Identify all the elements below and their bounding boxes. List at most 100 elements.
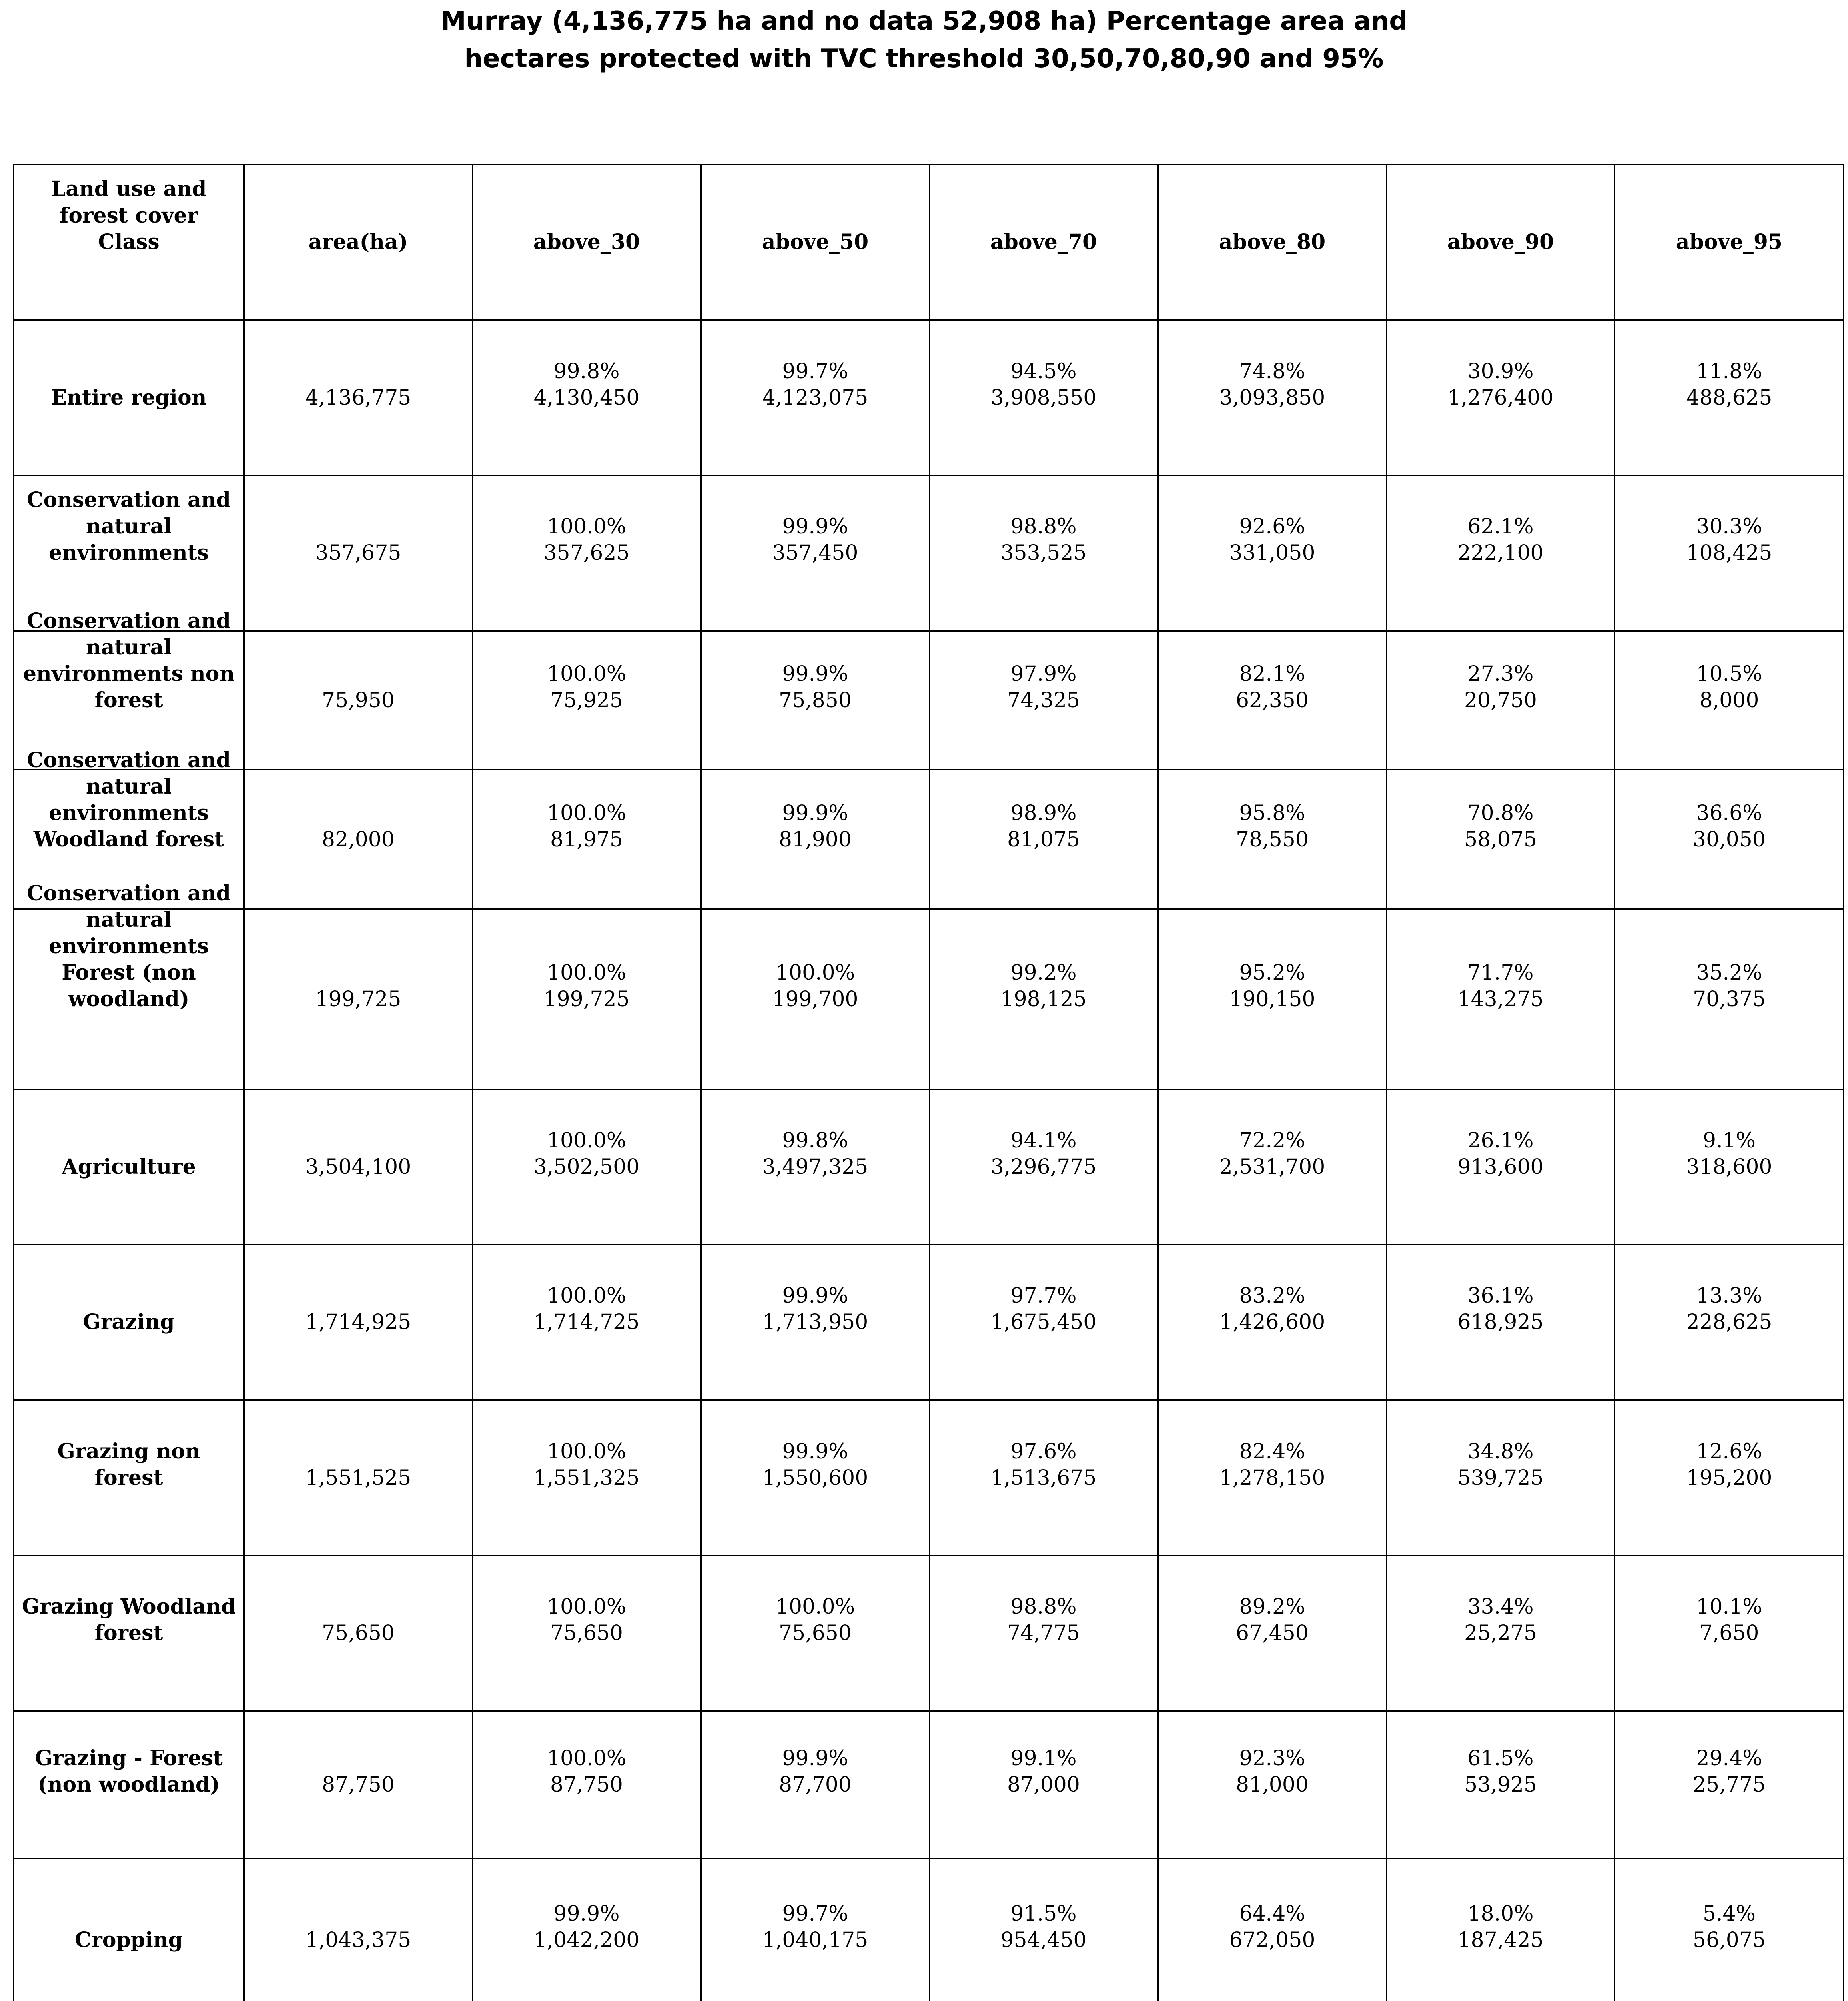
value-cell-above_90: 26.1% 913,600 <box>1386 1089 1615 1245</box>
header-cell-4: above_70 <box>929 164 1159 321</box>
value-cell-above_30: 100.0% 87,750 <box>472 1710 702 1859</box>
class-cell-text: Conservation and natural environments <box>27 488 231 565</box>
value-cell-above_80-text: 82.1% 62,350 <box>1236 662 1309 712</box>
value-cell-above_90-text: 27.3% 20,750 <box>1464 662 1537 712</box>
value-cell-above_50: 100.0% 75,650 <box>700 1555 930 1712</box>
value-cell-above_70-text: 97.6% 1,513,675 <box>990 1439 1097 1490</box>
table-row: Conservation and natural environments Wo… <box>13 748 1844 910</box>
class-cell-text: Conservation and natural environments no… <box>23 609 235 712</box>
area-cell-text: 1,043,375 <box>305 1928 411 1952</box>
value-cell-above_70: 97.9% 74,325 <box>929 630 1159 770</box>
value-cell-above_95-text: 13.3% 228,625 <box>1686 1284 1772 1334</box>
value-cell-above_95-text: 10.1% 7,650 <box>1696 1595 1762 1645</box>
area-cell: 4,136,775 <box>243 319 473 476</box>
header-cell-7: above_95 <box>1614 164 1844 321</box>
value-cell-above_90-text: 71.7% 143,275 <box>1457 960 1544 1011</box>
header-cell-7-text: above_95 <box>1676 230 1783 254</box>
value-cell-above_30: 100.0% 81,975 <box>472 769 702 910</box>
value-cell-above_50-text: 99.9% 1,713,950 <box>762 1284 868 1334</box>
value-cell-above_30-text: 100.0% 1,714,725 <box>533 1284 640 1334</box>
header-cell-3: above_50 <box>700 164 930 321</box>
value-cell-above_50: 99.7% 4,123,075 <box>700 319 930 476</box>
area-cell: 1,043,375 <box>243 1858 473 2001</box>
class-cell-text: Grazing - Forest (non woodland) <box>35 1746 223 1797</box>
value-cell-above_90-text: 61.5% 53,925 <box>1464 1746 1537 1797</box>
value-cell-above_50-text: 99.7% 4,123,075 <box>762 359 868 410</box>
class-cell: Agriculture <box>13 1089 245 1245</box>
value-cell-above_50: 99.9% 1,713,950 <box>700 1244 930 1401</box>
area-cell: 357,675 <box>243 475 473 632</box>
area-cell: 75,650 <box>243 1555 473 1712</box>
value-cell-above_50-text: 99.9% 75,850 <box>779 662 852 712</box>
value-cell-above_95: 13.3% 228,625 <box>1614 1244 1844 1401</box>
value-cell-above_50: 99.9% 1,550,600 <box>700 1399 930 1556</box>
value-cell-above_90-text: 26.1% 913,600 <box>1457 1128 1544 1179</box>
value-cell-above_95-text: 29.4% 25,775 <box>1693 1746 1766 1797</box>
value-cell-above_95: 36.6% 30,050 <box>1614 769 1844 910</box>
value-cell-above_70: 98.8% 74,775 <box>929 1555 1159 1712</box>
value-cell-above_95-text: 12.6% 195,200 <box>1686 1439 1772 1490</box>
value-cell-above_30: 100.0% 3,502,500 <box>472 1089 702 1245</box>
value-cell-above_95: 10.1% 7,650 <box>1614 1555 1844 1712</box>
value-cell-above_30-text: 100.0% 1,551,325 <box>533 1439 640 1490</box>
table-row: Grazing - Forest (non woodland) 87,750 100… <box>13 1710 1844 1859</box>
value-cell-above_70: 98.9% 81,075 <box>929 769 1159 910</box>
value-cell-above_50: 99.9% 357,450 <box>700 475 930 632</box>
value-cell-above_30: 99.8% 4,130,450 <box>472 319 702 476</box>
value-cell-above_70: 99.2% 198,125 <box>929 908 1159 1090</box>
area-cell: 87,750 <box>243 1710 473 1859</box>
table-row: Conservation and natural environments Fo… <box>13 881 1844 1090</box>
class-cell: Conservation and natural environments Fo… <box>13 881 245 1090</box>
value-cell-above_70-text: 94.1% 3,296,775 <box>990 1128 1097 1179</box>
value-cell-above_90-text: 62.1% 222,100 <box>1457 515 1544 565</box>
value-cell-above_80-text: 92.6% 331,050 <box>1229 515 1315 565</box>
class-cell-text: Cropping <box>74 1928 183 1952</box>
value-cell-above_80: 72.2% 2,531,700 <box>1157 1089 1387 1245</box>
value-cell-above_70: 94.1% 3,296,775 <box>929 1089 1159 1245</box>
value-cell-above_80-text: 95.2% 190,150 <box>1229 960 1315 1011</box>
value-cell-above_50: 99.7% 1,040,175 <box>700 1858 930 2001</box>
area-cell-text: 199,725 <box>315 987 401 1011</box>
value-cell-above_30: 100.0% 75,650 <box>472 1555 702 1712</box>
value-cell-above_80-text: 72.2% 2,531,700 <box>1219 1128 1325 1179</box>
value-cell-above_70-text: 99.2% 198,125 <box>1000 960 1087 1011</box>
value-cell-above_50-text: 99.9% 81,900 <box>779 801 852 852</box>
class-cell: Entire region <box>13 319 245 476</box>
value-cell-above_30-text: 100.0% 81,975 <box>547 801 627 852</box>
value-cell-above_80: 92.3% 81,000 <box>1157 1710 1387 1859</box>
value-cell-above_30-text: 100.0% 75,650 <box>547 1595 627 1645</box>
value-cell-above_50-text: 100.0% 199,700 <box>772 960 858 1011</box>
value-cell-above_30: 100.0% 357,625 <box>472 475 702 632</box>
header-cell-0-text: Land use and forest cover Class <box>51 177 207 254</box>
value-cell-above_30: 100.0% 1,714,725 <box>472 1244 702 1401</box>
class-cell: Grazing <box>13 1244 245 1401</box>
value-cell-above_50: 99.9% 87,700 <box>700 1710 930 1859</box>
area-cell-text: 87,750 <box>322 1772 395 1797</box>
area-cell: 75,950 <box>243 630 473 770</box>
value-cell-above_90: 34.8% 539,725 <box>1386 1399 1615 1556</box>
table-row: Cropping 1,043,375 99.9% 1,042,200 99.7% 1,… <box>13 1858 1844 2001</box>
value-cell-above_90: 61.5% 53,925 <box>1386 1710 1615 1859</box>
value-cell-above_90-text: 18.0% 187,425 <box>1457 1902 1544 1952</box>
table-row: Entire region 4,136,775 99.8% 4,130,450 99.… <box>13 319 1844 476</box>
header-cell-5-text: above_80 <box>1219 230 1326 254</box>
header-cell-6-text: above_90 <box>1447 230 1554 254</box>
value-cell-above_80: 95.2% 190,150 <box>1157 908 1387 1090</box>
area-cell-text: 3,504,100 <box>305 1155 411 1179</box>
value-cell-above_90: 71.7% 143,275 <box>1386 908 1615 1090</box>
value-cell-above_95-text: 35.2% 70,375 <box>1693 960 1766 1011</box>
value-cell-above_90-text: 33.4% 25,275 <box>1464 1595 1537 1645</box>
value-cell-above_80-text: 89.2% 67,450 <box>1236 1595 1309 1645</box>
value-cell-above_30-text: 99.9% 1,042,200 <box>533 1902 640 1952</box>
class-cell-text: Grazing non forest <box>57 1439 200 1490</box>
table-row: Conservation and natural environments no… <box>13 609 1844 770</box>
value-cell-above_30-text: 99.8% 4,130,450 <box>533 359 640 410</box>
value-cell-above_90-text: 70.8% 58,075 <box>1464 801 1537 852</box>
value-cell-above_30: 100.0% 199,725 <box>472 908 702 1090</box>
value-cell-above_70: 97.6% 1,513,675 <box>929 1399 1159 1556</box>
value-cell-above_80: 95.8% 78,550 <box>1157 769 1387 910</box>
value-cell-above_95-text: 36.6% 30,050 <box>1693 801 1766 852</box>
value-cell-above_30-text: 100.0% 87,750 <box>547 1746 627 1797</box>
header-cell-6: above_90 <box>1386 164 1615 321</box>
data-table: Land use and forest cover Class area(ha) a… <box>13 164 1844 2001</box>
